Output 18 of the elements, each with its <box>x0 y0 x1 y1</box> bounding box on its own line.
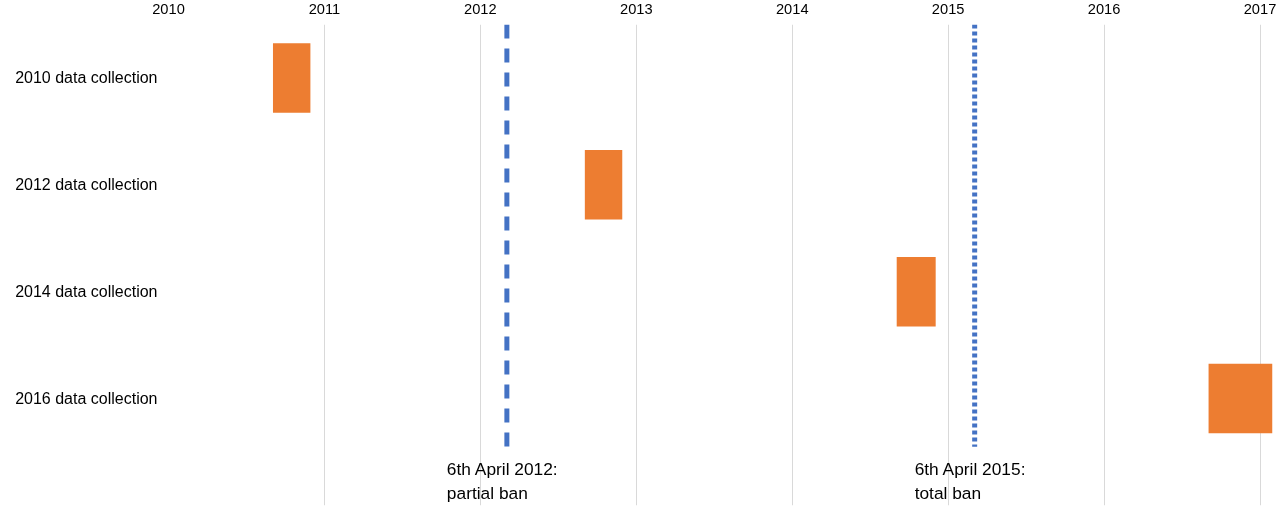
x-tick-label: 2010 <box>152 0 185 17</box>
bar <box>896 256 936 327</box>
y-tick-label: 2012 data collection <box>15 176 158 194</box>
x-tick-label: 2013 <box>619 0 653 17</box>
x-tick-label: 2011 <box>308 0 341 17</box>
ref-line-label: 6th April 2012: partial ban <box>446 459 558 504</box>
bar <box>1208 363 1273 434</box>
x-tick-label: 2014 <box>775 0 809 17</box>
y-tick-label: 2010 data collection <box>15 69 158 87</box>
x-tick-label: 2017 <box>1243 0 1277 17</box>
y-tick-label: 2014 data collection <box>15 283 158 301</box>
x-tick-label: 2015 <box>931 0 965 17</box>
bar <box>272 43 311 113</box>
x-tick-label: 2012 <box>464 0 497 17</box>
y-tick-label: 2016 data collection <box>15 390 158 408</box>
x-tick-label: 2016 <box>1087 0 1121 17</box>
ref-line-label: 6th April 2015: total ban <box>914 459 1026 504</box>
bar <box>584 150 623 220</box>
